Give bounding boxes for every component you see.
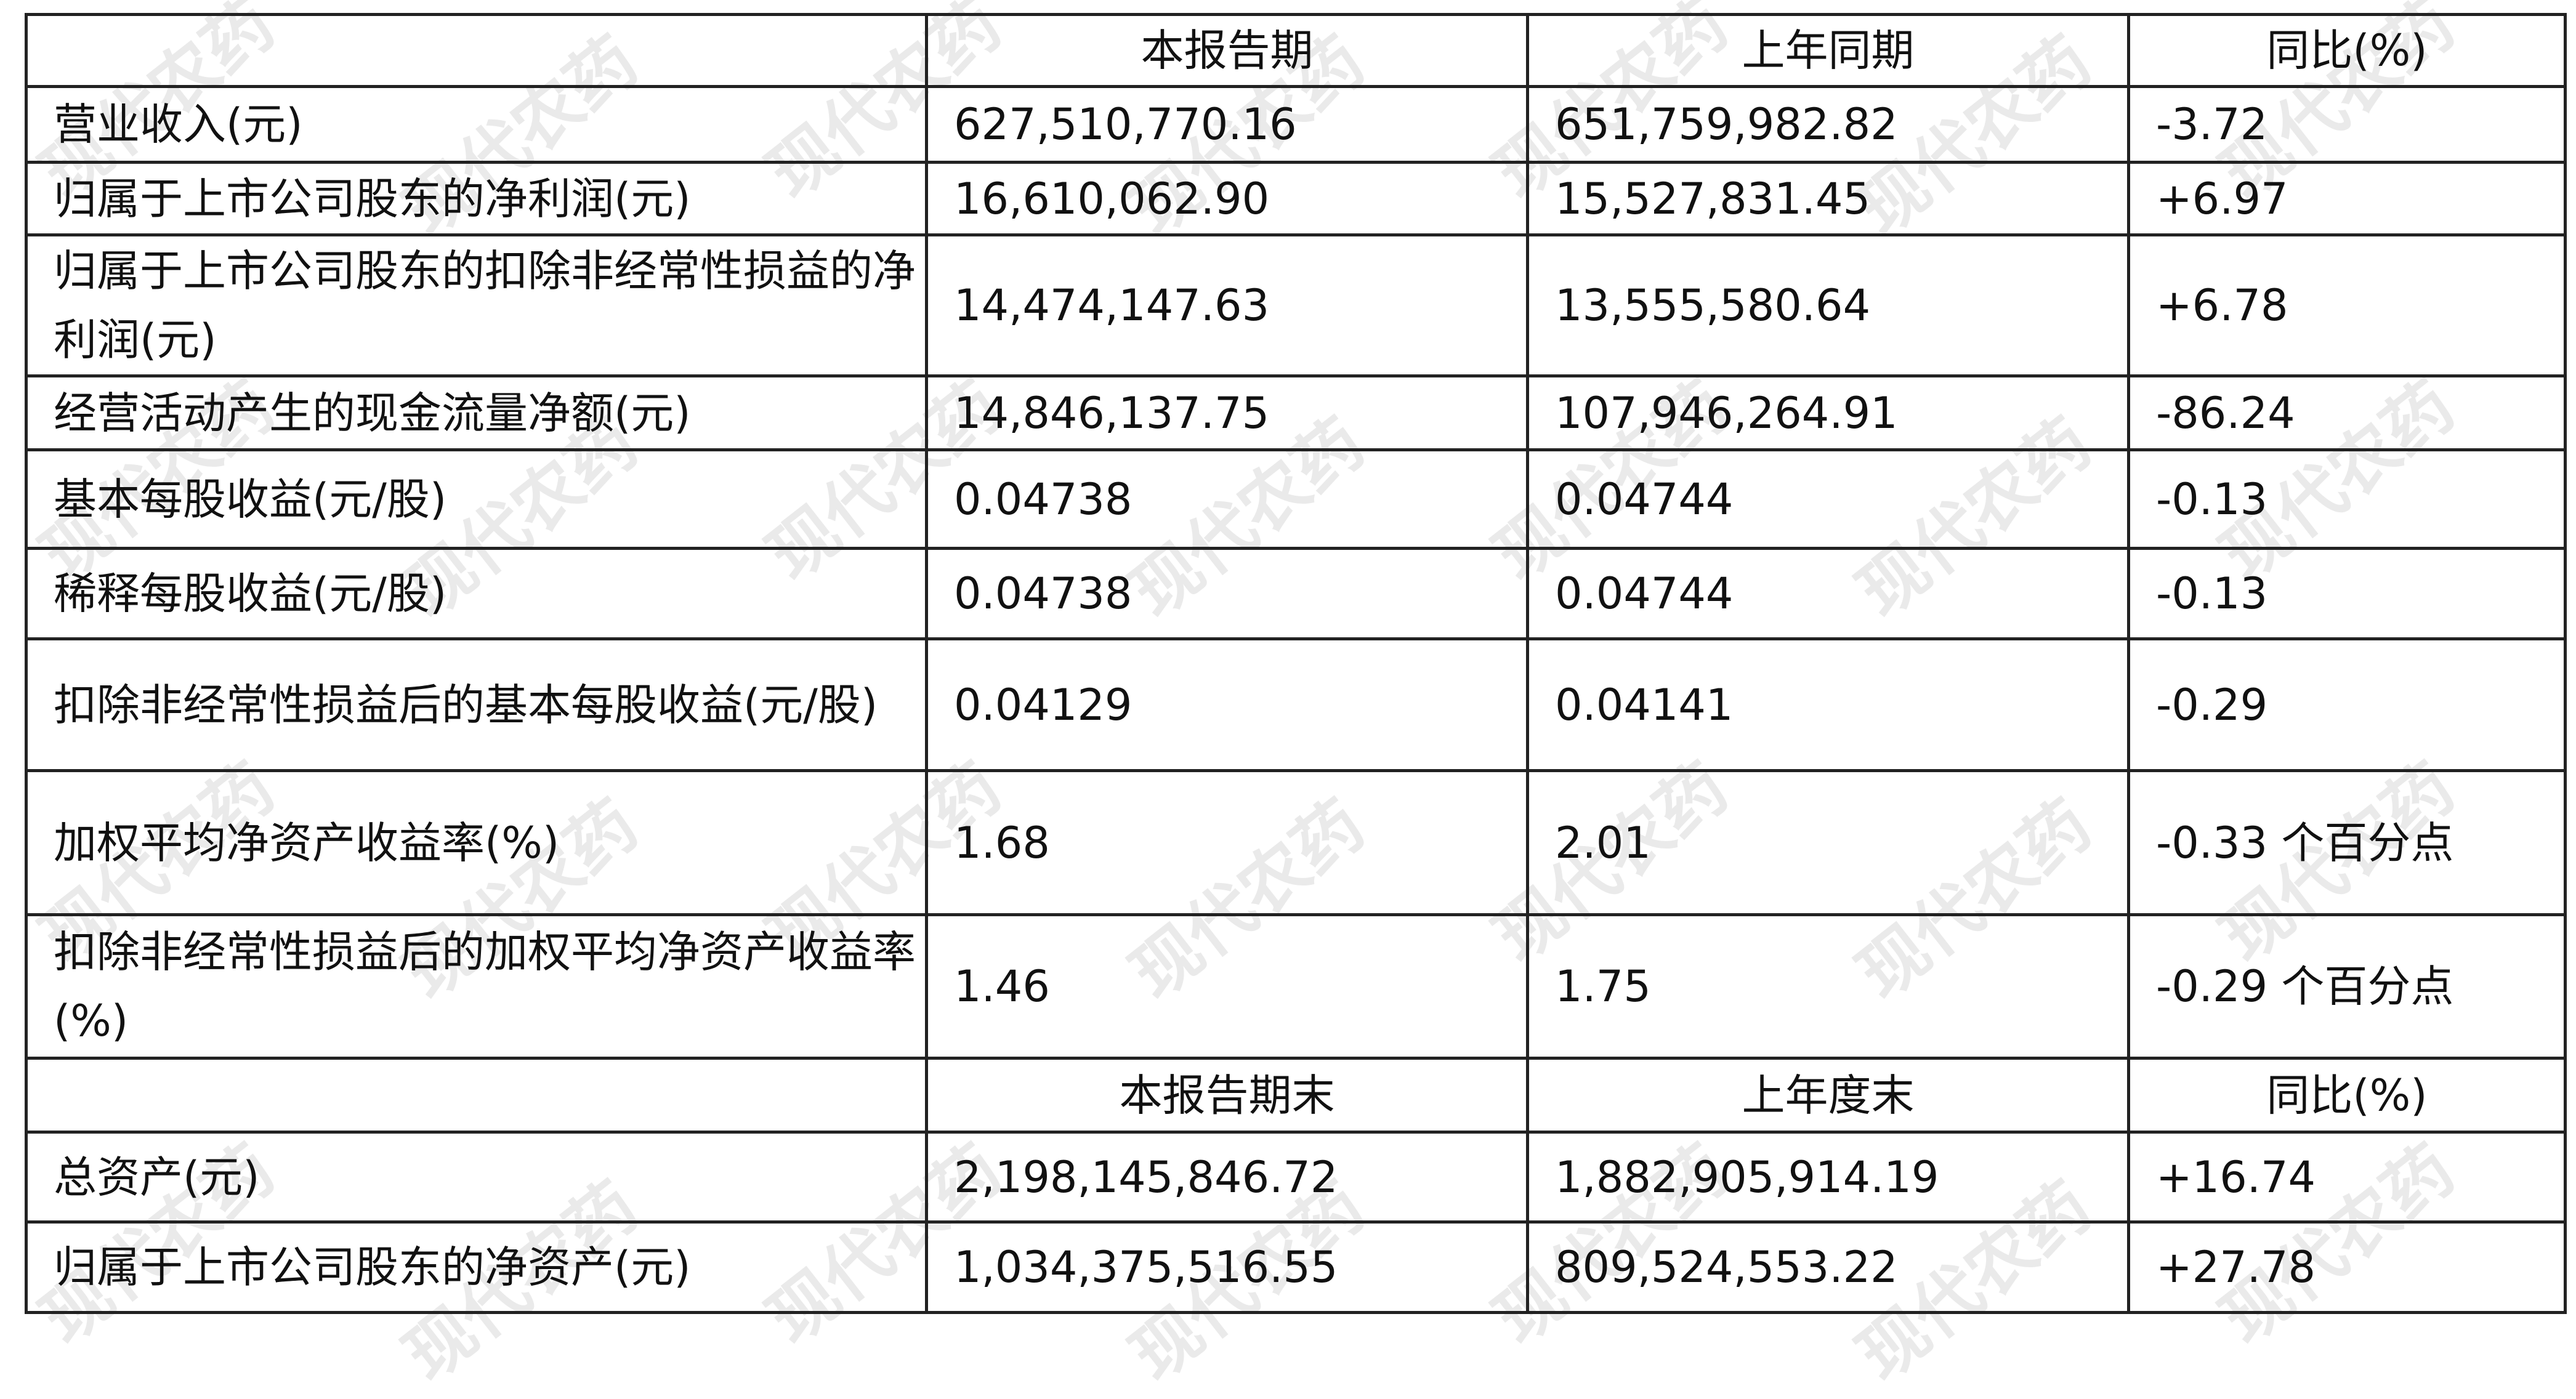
table-row: 扣除非经常性损益后的基本每股收益(元/股) 0.04129 0.04141 -0.29 (25, 637, 2567, 772)
header-metric (25, 1057, 928, 1134)
header-row: 本报告期 上年同期 同比(%) (25, 13, 2567, 88)
table-row: 归属于上市公司股东的净资产(元) 1,034,375,516.55 809,524,… (25, 1220, 2567, 1314)
cell-current-period: 2,198,145,846.72 (925, 1131, 1529, 1224)
cell-metric: 基本每股收益(元/股) (25, 448, 928, 550)
table-row: 加权平均净资产收益率(%) 1.68 2.01 -0.33 个百分点 (25, 769, 2567, 916)
cell-yoy-change: -0.13 (2127, 547, 2567, 640)
table-row: 稀释每股收益(元/股) 0.04738 0.04744 -0.13 (25, 547, 2567, 640)
cell-current-period: 14,474,147.63 (925, 233, 1529, 377)
cell-prior-period: 13,555,580.64 (1526, 233, 2130, 377)
table-row: 归属于上市公司股东的净利润(元) 16,610,062.90 15,527,831.… (25, 161, 2567, 236)
header-row: 本报告期末 上年度末 同比(%) (25, 1057, 2567, 1134)
cell-prior-period: 0.04744 (1526, 547, 2130, 640)
cell-yoy-change: +6.78 (2127, 233, 2567, 377)
cell-yoy-change: +16.74 (2127, 1131, 2567, 1224)
header-prior-period: 上年同期 (1526, 13, 2130, 88)
cell-metric: 归属于上市公司股东的净利润(元) (25, 161, 928, 236)
cell-yoy-change: -3.72 (2127, 85, 2567, 164)
cell-yoy-change: -0.29 (2127, 637, 2567, 772)
cell-current-period: 627,510,770.16 (925, 85, 1529, 164)
cell-metric: 总资产(元) (25, 1131, 928, 1224)
header-metric (25, 13, 928, 88)
cell-metric: 营业收入(元) (25, 85, 928, 164)
table-row: 总资产(元) 2,198,145,846.72 1,882,905,914.19 +1… (25, 1131, 2567, 1224)
table-row: 基本每股收益(元/股) 0.04738 0.04744 -0.13 (25, 448, 2567, 550)
financial-summary-table: 本报告期 上年同期 同比(%) 营业收入(元) 627,510,770.16 651,75… (25, 13, 2567, 1314)
cell-current-period: 0.04738 (925, 547, 1529, 640)
cell-prior-period: 809,524,553.22 (1526, 1220, 2130, 1314)
header-current-period: 本报告期末 (925, 1057, 1529, 1134)
cell-yoy-change: -0.29 个百分点 (2127, 913, 2567, 1060)
header-current-period: 本报告期 (925, 13, 1529, 88)
cell-prior-period: 0.04141 (1526, 637, 2130, 772)
cell-yoy-change: -0.13 (2127, 448, 2567, 550)
cell-metric: 扣除非经常性损益后的基本每股收益(元/股) (25, 637, 928, 772)
cell-current-period: 0.04129 (925, 637, 1529, 772)
cell-metric: 归属于上市公司股东的扣除非经常性损益的净利润(元) (25, 233, 928, 377)
cell-yoy-change: -0.33 个百分点 (2127, 769, 2567, 916)
cell-current-period: 0.04738 (925, 448, 1529, 550)
table-row: 扣除非经常性损益后的加权平均净资产收益率(%) 1.46 1.75 -0.29 个百分… (25, 913, 2567, 1060)
cell-current-period: 1,034,375,516.55 (925, 1220, 1529, 1314)
header-yoy-change: 同比(%) (2127, 1057, 2567, 1134)
cell-prior-period: 1.75 (1526, 913, 2130, 1060)
table-row: 营业收入(元) 627,510,770.16 651,759,982.82 -3.72 (25, 85, 2567, 164)
cell-yoy-change: +27.78 (2127, 1220, 2567, 1314)
cell-metric: 归属于上市公司股东的净资产(元) (25, 1220, 928, 1314)
cell-prior-period: 1,882,905,914.19 (1526, 1131, 2130, 1224)
cell-current-period: 1.68 (925, 769, 1529, 916)
cell-current-period: 1.46 (925, 913, 1529, 1060)
table-row: 归属于上市公司股东的扣除非经常性损益的净利润(元) 14,474,147.63 13… (25, 233, 2567, 377)
cell-prior-period: 0.04744 (1526, 448, 2130, 550)
cell-yoy-change: -86.24 (2127, 374, 2567, 451)
cell-current-period: 16,610,062.90 (925, 161, 1529, 236)
cell-prior-period: 2.01 (1526, 769, 2130, 916)
cell-metric: 经营活动产生的现金流量净额(元) (25, 374, 928, 451)
cell-prior-period: 651,759,982.82 (1526, 85, 2130, 164)
table-row: 经营活动产生的现金流量净额(元) 14,846,137.75 107,946,264… (25, 374, 2567, 451)
cell-metric: 扣除非经常性损益后的加权平均净资产收益率(%) (25, 913, 928, 1060)
cell-prior-period: 15,527,831.45 (1526, 161, 2130, 236)
cell-prior-period: 107,946,264.91 (1526, 374, 2130, 451)
header-yoy-change: 同比(%) (2127, 13, 2567, 88)
cell-yoy-change: +6.97 (2127, 161, 2567, 236)
cell-metric: 加权平均净资产收益率(%) (25, 769, 928, 916)
cell-current-period: 14,846,137.75 (925, 374, 1529, 451)
cell-metric: 稀释每股收益(元/股) (25, 547, 928, 640)
header-prior-period: 上年度末 (1526, 1057, 2130, 1134)
